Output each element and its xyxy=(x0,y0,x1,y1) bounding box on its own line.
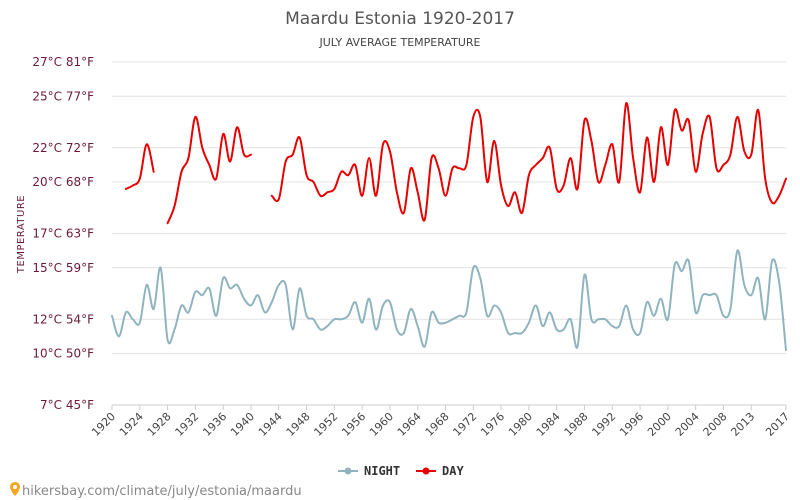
x-tick-label: 1968 xyxy=(423,410,452,439)
x-tick-label: 2017 xyxy=(763,410,792,439)
x-tick-label: 1932 xyxy=(173,410,202,439)
x-tick-label: 1988 xyxy=(562,410,591,439)
y-tick-label: 22°C 72°F xyxy=(32,141,94,155)
day-line xyxy=(270,102,787,222)
x-tick-label: 1936 xyxy=(200,410,229,439)
series-day xyxy=(124,102,787,225)
x-tick-label: 1984 xyxy=(534,410,563,439)
x-axis-ticks: 1920192419281932193619401944194819521956… xyxy=(89,405,792,439)
series-night xyxy=(111,249,787,352)
chart-subtitle: JULY AVERAGE TEMPERATURE xyxy=(319,36,481,49)
y-tick-label: 25°C 77°F xyxy=(32,89,94,103)
x-tick-label: 1940 xyxy=(228,410,257,439)
y-axis-label: TEMPERATURE xyxy=(16,195,27,274)
day-line xyxy=(124,143,155,190)
legend: NIGHT DAY xyxy=(338,464,464,478)
x-tick-label: 1920 xyxy=(89,410,118,439)
x-tick-label: 1948 xyxy=(284,410,313,439)
x-tick-label: 2008 xyxy=(701,410,730,439)
x-tick-label: 1928 xyxy=(145,410,174,439)
x-tick-label: 1956 xyxy=(339,410,368,439)
y-tick-label: 27°C 81°F xyxy=(32,55,94,69)
day-line xyxy=(166,115,252,225)
x-tick-label: 1996 xyxy=(617,410,646,439)
y-tick-label: 20°C 68°F xyxy=(32,175,94,189)
location-pin-icon xyxy=(10,482,20,496)
legend-night-marker xyxy=(344,467,352,475)
x-tick-label: 1944 xyxy=(256,410,285,439)
series-lines xyxy=(111,102,787,352)
legend-day-label: DAY xyxy=(442,464,464,478)
night-line xyxy=(111,249,787,352)
x-tick-label: 1952 xyxy=(311,410,340,439)
legend-item-night[interactable]: NIGHT xyxy=(338,464,400,478)
y-axis-ticks: 7°C 45°F 10°C 50°F 12°C 54°F 15°C 59°F 17°C … xyxy=(32,55,94,412)
legend-day-marker xyxy=(422,467,430,475)
y-tick-label: 7°C 45°F xyxy=(40,398,94,412)
source-url: hikersbay.com/climate/july/estonia/maard… xyxy=(22,484,302,499)
y-tick-label: 15°C 59°F xyxy=(32,261,94,275)
y-tick-label: 10°C 50°F xyxy=(32,347,94,361)
chart-title: Maardu Estonia 1920-2017 xyxy=(285,9,515,29)
x-tick-label: 1964 xyxy=(395,410,424,439)
x-tick-label: 2000 xyxy=(645,410,674,439)
x-tick-label: 1972 xyxy=(450,410,479,439)
x-tick-label: 1976 xyxy=(478,410,507,439)
x-tick-label: 1924 xyxy=(117,410,146,439)
x-tick-label: 1960 xyxy=(367,410,396,439)
y-tick-label: 17°C 63°F xyxy=(32,227,94,241)
x-tick-label: 1980 xyxy=(506,410,535,439)
y-tick-label: 12°C 54°F xyxy=(32,312,94,326)
source-link[interactable]: hikersbay.com/climate/july/estonia/maard… xyxy=(10,482,302,499)
grid-lines xyxy=(112,61,786,406)
x-tick-label: 1992 xyxy=(589,410,618,439)
legend-item-day[interactable]: DAY xyxy=(416,464,464,478)
x-tick-label: 2004 xyxy=(673,410,702,439)
legend-night-label: NIGHT xyxy=(364,464,400,478)
x-tick-label: 2013 xyxy=(728,410,757,439)
